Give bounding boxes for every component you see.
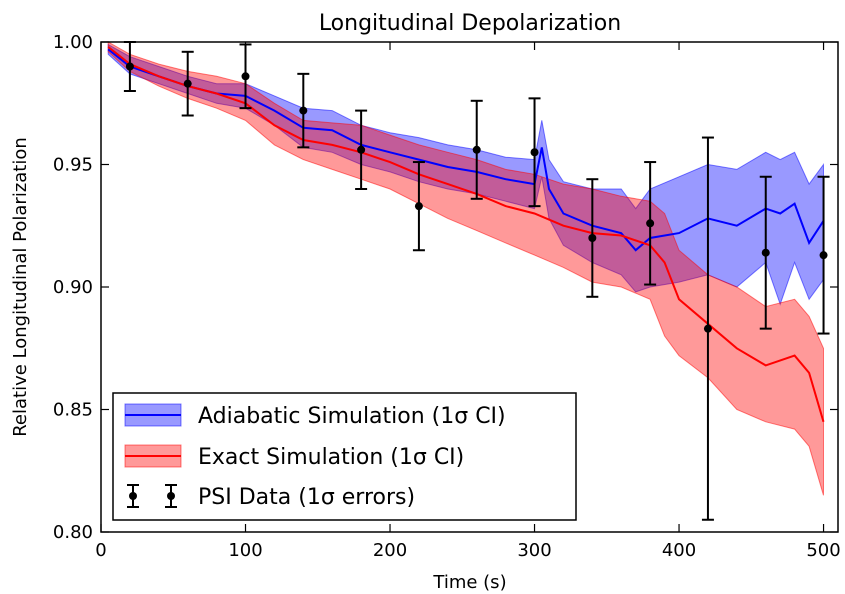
data-marker: [125, 62, 134, 71]
data-marker: [183, 79, 192, 88]
exact-mean-line: [107, 46, 825, 423]
chart-title: Longitudinal Depolarization: [319, 11, 621, 36]
y-tick-label: 0.95: [53, 155, 93, 176]
psi-data-point: [470, 99, 483, 200]
psi-data-point: [528, 97, 541, 208]
exact-band: [107, 41, 824, 496]
data-marker: [703, 324, 712, 333]
x-axis-title: Time (s): [432, 572, 506, 593]
confidence-bands: [107, 41, 824, 496]
y-axis-title: Relative Longitudinal Polarization: [10, 137, 31, 437]
psi-data-point: [759, 175, 772, 330]
psi-data-point: [412, 161, 425, 252]
x-tick-label: 100: [228, 540, 262, 561]
legend-item: PSI Data (1σ errors): [127, 484, 415, 510]
data-marker: [761, 248, 770, 257]
psi-data-point: [297, 72, 310, 149]
legend-item: Exact Simulation (1σ CI): [124, 444, 464, 470]
y-tick-label: 0.80: [53, 522, 93, 543]
data-marker: [299, 106, 308, 115]
data-marker: [472, 145, 481, 154]
legend-label: Adiabatic Simulation (1σ CI): [198, 404, 506, 429]
psi-data-point: [701, 136, 714, 521]
x-tick-label: 0: [95, 540, 106, 561]
x-tick-label: 200: [373, 540, 407, 561]
data-marker: [241, 72, 250, 81]
x-tick-label: 500: [806, 540, 840, 561]
data-marker: [588, 234, 597, 242]
data-marker: [357, 145, 366, 154]
y-tick-label: 1.00: [53, 32, 93, 53]
psi-data-point: [644, 161, 657, 286]
legend-marker: [167, 492, 175, 500]
x-tick-label: 400: [662, 540, 696, 561]
legend-item: Adiabatic Simulation (1σ CI): [124, 403, 506, 429]
data-marker: [646, 219, 655, 228]
y-axis: 0.80 0.85 0.90 0.95 1.00: [53, 32, 838, 543]
psi-data-point: [181, 50, 194, 117]
y-tick-label: 0.85: [53, 400, 93, 421]
data-marker: [819, 251, 828, 260]
data-marker: [414, 202, 423, 211]
legend-label: Exact Simulation (1σ CI): [198, 445, 464, 470]
legend: Adiabatic Simulation (1σ CI) Exact Simula…: [112, 392, 577, 521]
psi-data-errorbars: [123, 41, 830, 521]
x-tick-label: 300: [517, 540, 551, 561]
psi-data-point: [586, 178, 599, 298]
psi-data-point: [355, 109, 368, 190]
legend-label: PSI Data (1σ errors): [198, 485, 415, 510]
legend-box: [112, 392, 577, 521]
psi-data-point: [817, 175, 830, 335]
data-marker: [530, 148, 539, 157]
x-axis: 0 100 200 300 400 500: [95, 42, 841, 561]
legend-marker: [129, 492, 137, 500]
y-tick-label: 0.90: [53, 277, 93, 298]
